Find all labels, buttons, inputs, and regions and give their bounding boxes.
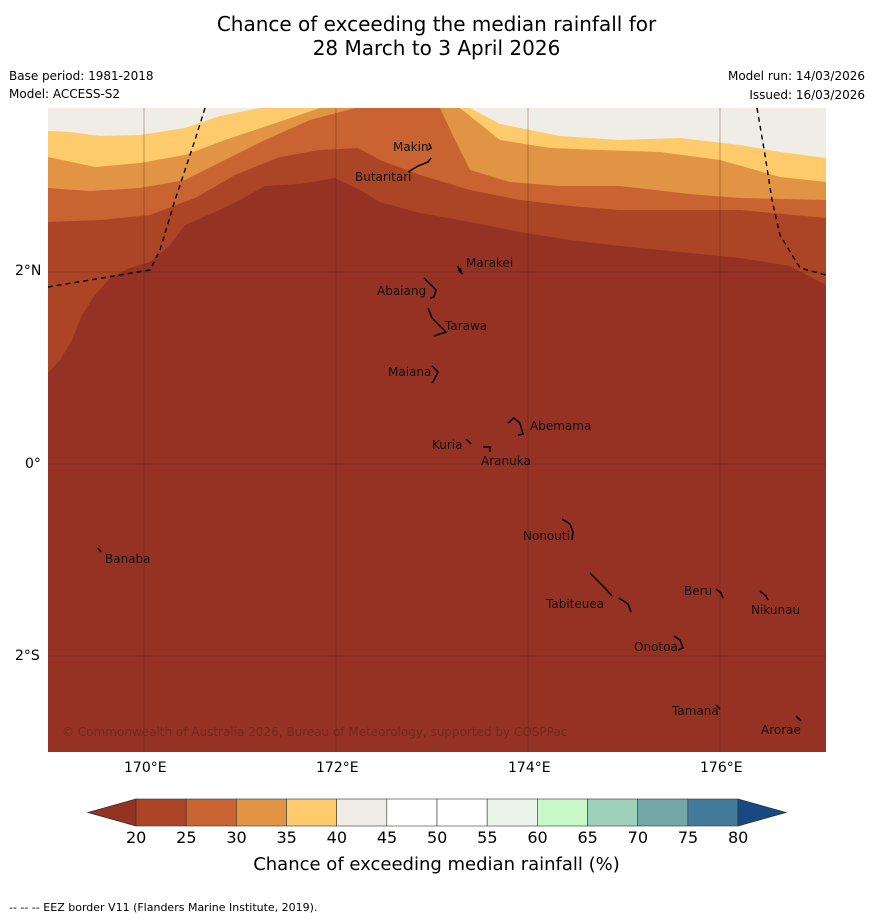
island-makin bbox=[427, 142, 432, 151]
island-outlines bbox=[97, 142, 802, 722]
island-aranuka bbox=[483, 446, 491, 452]
eez-border bbox=[47, 107, 827, 288]
place-tamana: Tamana bbox=[671, 704, 719, 718]
island-arorae bbox=[795, 715, 802, 722]
island-nikunau bbox=[759, 590, 769, 601]
place-tarawa: Tarawa bbox=[444, 319, 487, 333]
issued-date: Issued: 16/03/2026 bbox=[749, 88, 865, 102]
island-marakei bbox=[457, 265, 463, 275]
lat-label-0: 0° bbox=[25, 456, 41, 472]
lon-label-170e: 170°E bbox=[124, 760, 167, 776]
band-below-20 bbox=[48, 178, 826, 752]
island-abemama bbox=[507, 417, 524, 436]
colorbar-tick-label: 45 bbox=[376, 828, 398, 847]
island-tarawa bbox=[427, 307, 448, 337]
colorbar bbox=[86, 798, 788, 827]
lon-label-172e: 172°E bbox=[316, 760, 359, 776]
colorbar-tick-label: 70 bbox=[627, 828, 649, 847]
lat-label-2s: 2°S bbox=[15, 648, 40, 664]
island-kuria bbox=[465, 438, 472, 445]
island-butaritari bbox=[407, 157, 432, 173]
colorbar-tick-label: 60 bbox=[527, 828, 548, 847]
place-marakei: Marakei bbox=[466, 256, 513, 270]
colorbar-tick-label: 35 bbox=[276, 828, 297, 847]
place-arorae: Arorae bbox=[761, 723, 801, 737]
colorbar-tick-label: 30 bbox=[226, 828, 247, 847]
place-labels: Makin Butaritari Marakei Abaiang Tarawa … bbox=[105, 140, 801, 737]
colorbar-under-arrow bbox=[86, 798, 137, 827]
colorbar-over-arrow bbox=[737, 798, 788, 827]
place-banaba: Banaba bbox=[105, 552, 151, 566]
gridlines bbox=[48, 108, 826, 752]
model-name: Model: ACCESS-S2 bbox=[9, 87, 121, 101]
colorbar-tick-label: 20 bbox=[126, 828, 147, 847]
island-beru bbox=[715, 588, 724, 599]
colorbar-segment bbox=[637, 798, 689, 827]
place-nikunau: Nikunau bbox=[751, 603, 800, 617]
colorbar-tick-label: 25 bbox=[176, 828, 197, 847]
place-onotoa: Onotoa bbox=[634, 640, 678, 654]
place-tabiteuea: Tabiteuea bbox=[545, 597, 604, 611]
colorbar-segment bbox=[135, 798, 187, 827]
copyright-notice: © Commonwealth of Australia 2026, Bureau… bbox=[62, 725, 567, 739]
colorbar-segment bbox=[386, 798, 438, 827]
place-aranuka: Aranuka bbox=[481, 454, 531, 468]
place-kuria: Kuria bbox=[432, 438, 463, 452]
island-nonouti bbox=[561, 518, 574, 541]
island-maiana bbox=[431, 365, 439, 384]
model-run: Model run: 14/03/2026 bbox=[727, 69, 865, 83]
colorbar-segment bbox=[185, 798, 237, 827]
colorbar-segment bbox=[286, 798, 337, 827]
colorbar-segment bbox=[537, 798, 588, 827]
place-abaiang: Abaiang bbox=[377, 284, 426, 298]
place-nonouti: Nonouti bbox=[523, 529, 570, 543]
place-maiana: Maiana bbox=[388, 365, 431, 379]
colorbar-title: Chance of exceeding median rainfall (%) bbox=[253, 854, 620, 875]
colorbar-tick-label: 40 bbox=[326, 828, 348, 847]
island-tamana bbox=[715, 704, 721, 710]
place-beru: Beru bbox=[684, 584, 712, 598]
place-abemama: Abemama bbox=[530, 419, 591, 433]
place-butaritari: Butaritari bbox=[355, 170, 412, 184]
island-tabiteuea-north bbox=[589, 572, 613, 597]
colorbar-tick-label: 55 bbox=[477, 828, 498, 847]
place-makin: Makin bbox=[393, 140, 429, 154]
colorbar-tick-label: 65 bbox=[577, 828, 598, 847]
colorbar-segment bbox=[687, 798, 739, 827]
colorbar-tick-label: 80 bbox=[728, 828, 749, 847]
island-tabiteuea-south bbox=[618, 597, 632, 613]
island-abaiang bbox=[423, 277, 437, 299]
lon-label-176e: 176°E bbox=[700, 760, 743, 776]
colorbar-segment bbox=[486, 798, 538, 827]
colorbar-segment bbox=[236, 798, 287, 827]
rainfall-map: Makin Butaritari Marakei Abaiang Tarawa … bbox=[47, 107, 827, 752]
lon-label-174e: 174°E bbox=[508, 760, 551, 776]
probability-contours bbox=[48, 108, 826, 752]
island-banaba bbox=[97, 547, 102, 553]
colorbar-segment bbox=[336, 798, 388, 827]
base-period: Base period: 1981-2018 bbox=[9, 69, 154, 83]
colorbar-tick-label: 75 bbox=[677, 828, 699, 847]
colorbar-tick-label: 50 bbox=[427, 828, 448, 847]
eez-footer-note: -- -- -- EEZ border V11 (Flanders Marine… bbox=[9, 901, 318, 914]
island-onotoa bbox=[673, 635, 684, 651]
colorbar-segment bbox=[587, 798, 638, 827]
chart-title-line2: 28 March to 3 April 2026 bbox=[312, 36, 561, 60]
colorbar-segment bbox=[436, 798, 488, 827]
lat-label-2n: 2°N bbox=[15, 263, 42, 279]
chart-title-line1: Chance of exceeding the median rainfall … bbox=[216, 12, 657, 36]
